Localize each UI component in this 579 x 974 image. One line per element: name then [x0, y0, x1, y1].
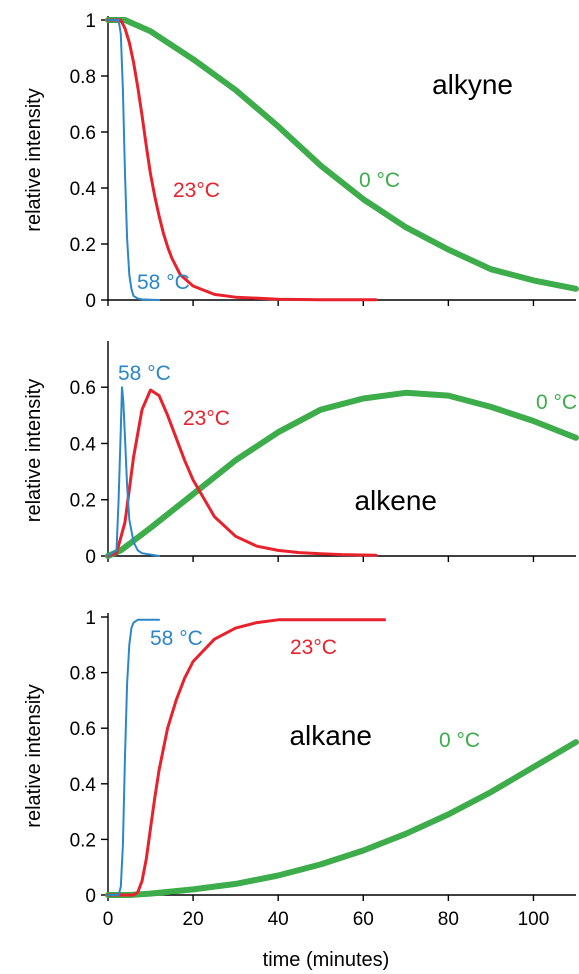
y-tick-label: 0.2 [70, 491, 96, 512]
x-axis-label: time (minutes) [263, 949, 390, 971]
y-tick-label: 0.6 [70, 123, 96, 144]
y-tick-label: 0.8 [70, 67, 96, 88]
series-label: 58 °C [118, 362, 171, 385]
panel-title: alkyne [432, 69, 513, 100]
x-tick-label: 100 [518, 909, 550, 930]
y-tick-label: 0.4 [70, 775, 97, 796]
x-tick-label: 80 [438, 909, 459, 930]
series-label: 0 °C [439, 729, 480, 752]
series-label: 58 °C [137, 271, 190, 294]
series-label: 23°C [183, 407, 230, 430]
x-tick-label: 0 [103, 909, 114, 930]
x-tick-label: 60 [353, 909, 374, 930]
series-line-c0 [105, 17, 579, 292]
y-tick-label: 0.4 [70, 434, 97, 455]
y-tick-label: 0.4 [70, 179, 97, 200]
y-tick-label: 1 [85, 11, 96, 32]
x-tick-label: 20 [183, 909, 204, 930]
series-label: 23°C [290, 636, 337, 659]
y-axis-label: relative intensity [23, 88, 45, 231]
y-tick-label: 0.6 [70, 378, 96, 399]
y-tick-label: 1 [85, 608, 96, 629]
y-tick-label: 0 [85, 291, 96, 312]
y-tick-label: 0 [85, 547, 96, 568]
x-tick-label: 40 [268, 909, 289, 930]
y-tick-label: 0 [85, 886, 96, 907]
panel-title: alkane [289, 720, 372, 751]
series-label: 0 °C [536, 391, 577, 414]
y-axis-label: relative intensity [23, 379, 45, 522]
series-line-c0 [105, 389, 579, 559]
series-line-c23 [106, 18, 378, 302]
series-line-c58 [107, 386, 161, 557]
y-tick-label: 0.2 [70, 830, 96, 851]
series-label: 0 °C [359, 169, 400, 192]
series-line-c58 [107, 618, 161, 896]
panel-title: alkene [354, 485, 437, 516]
y-tick-label: 0.6 [70, 719, 96, 740]
series-line-c0 [105, 739, 579, 898]
series-label: 58 °C [150, 627, 203, 650]
y-axis-label: relative intensity [23, 684, 45, 827]
y-tick-label: 0.2 [70, 235, 96, 256]
series-label: 23°C [173, 179, 220, 202]
series-line-c23 [106, 618, 386, 897]
series-line-c23 [106, 388, 378, 558]
y-tick-label: 0.8 [70, 664, 96, 685]
series-line-c58 [107, 19, 161, 301]
